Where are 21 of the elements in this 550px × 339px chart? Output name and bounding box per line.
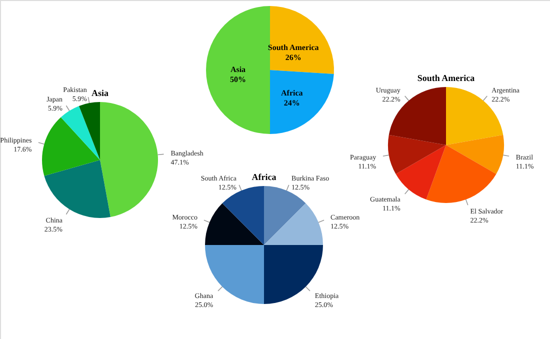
pie-slice — [205, 203, 264, 245]
slice-label: Asia — [230, 65, 246, 74]
chart-title: Asia — [91, 88, 109, 98]
pie-slice — [100, 102, 158, 218]
pie-slice — [60, 106, 100, 160]
data-label: 50% — [230, 75, 246, 84]
pie-slice — [44, 160, 111, 218]
pie-slice — [426, 145, 496, 203]
chart-title: Africa — [252, 172, 277, 182]
pie-slice — [388, 134, 446, 174]
pie-slice — [42, 117, 100, 176]
pie-slice — [264, 203, 323, 245]
slice-label: Africa — [281, 88, 303, 98]
chart-title: South America — [417, 73, 476, 83]
pie-slice — [446, 134, 504, 174]
data-label: 24% — [284, 98, 300, 108]
pie-slice — [206, 6, 270, 134]
data-label: 26% — [285, 53, 302, 62]
pie-slice — [270, 70, 334, 134]
pie-slice — [270, 6, 334, 74]
pie-slice — [78, 102, 100, 160]
